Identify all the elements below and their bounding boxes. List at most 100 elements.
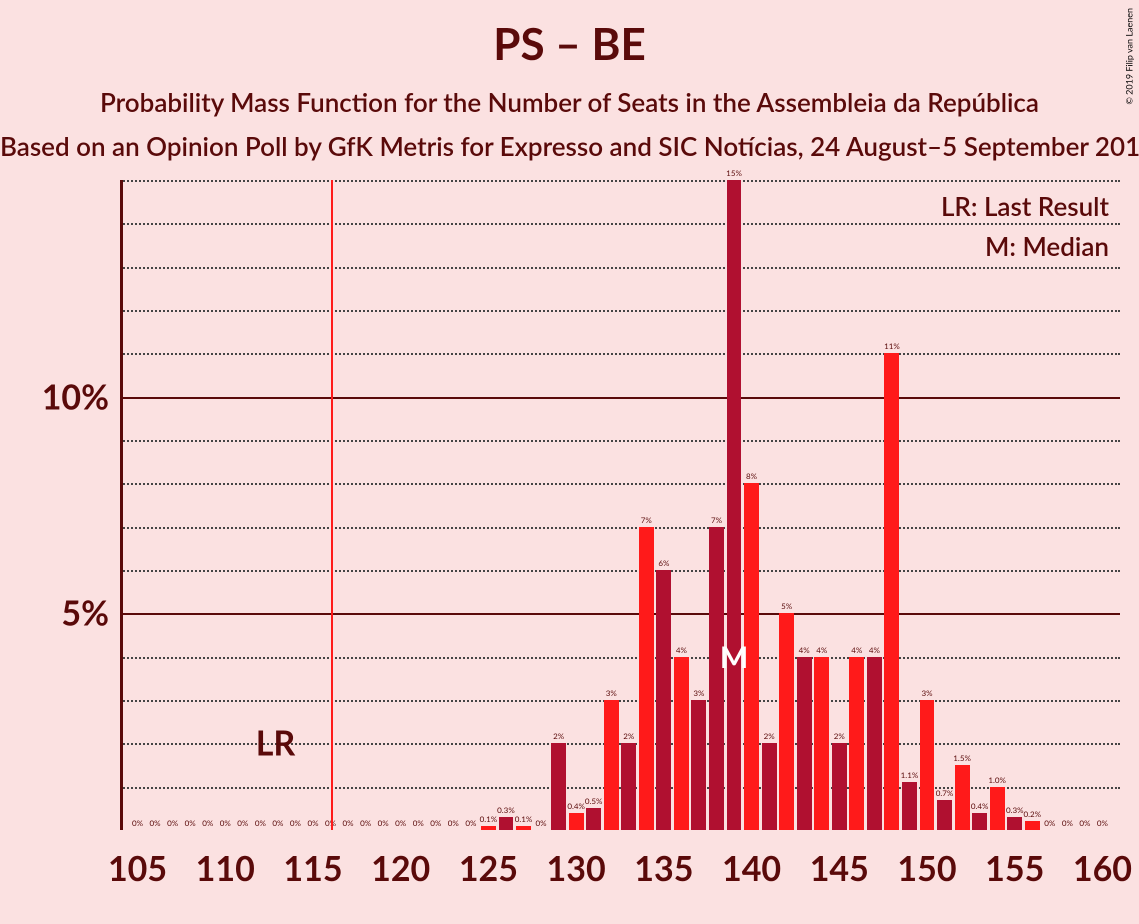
bar-value-label: 0% bbox=[1079, 818, 1090, 828]
bar-value-label: 2% bbox=[623, 731, 634, 741]
bar bbox=[1025, 821, 1040, 830]
bar-value-label: 1.1% bbox=[901, 770, 919, 780]
chart-title: PS – BE bbox=[0, 18, 1139, 70]
bar bbox=[691, 700, 706, 830]
bar-value-label: 2% bbox=[834, 731, 845, 741]
bar-value-label: 0% bbox=[185, 818, 196, 828]
bar-value-label: 0.7% bbox=[936, 788, 954, 798]
bar-value-label: 15% bbox=[726, 168, 742, 178]
x-tick-label: 135 bbox=[634, 848, 693, 889]
bar-value-label: 0% bbox=[167, 818, 178, 828]
bar bbox=[797, 657, 812, 830]
bar bbox=[937, 800, 952, 830]
bar bbox=[551, 743, 566, 830]
bar-value-label: 0% bbox=[1044, 818, 1055, 828]
x-tick-label: 160 bbox=[1073, 848, 1132, 889]
bar bbox=[727, 180, 742, 830]
bar-value-label: 5% bbox=[781, 601, 792, 611]
bar-value-label: 0.3% bbox=[1006, 805, 1024, 815]
bar-value-label: 11% bbox=[884, 341, 900, 351]
bar-value-label: 0% bbox=[237, 818, 248, 828]
grid-minor-line bbox=[120, 353, 1120, 355]
bar-value-label: 0% bbox=[307, 818, 318, 828]
grid-minor-line bbox=[120, 483, 1120, 485]
x-tick-label: 155 bbox=[985, 848, 1044, 889]
bar bbox=[832, 743, 847, 830]
bar-value-label: 0% bbox=[132, 818, 143, 828]
copyright-text: © 2019 Filip van Laenen bbox=[1124, 8, 1135, 105]
grid-minor-line bbox=[120, 570, 1120, 572]
bar-value-label: 0.5% bbox=[585, 796, 603, 806]
bar bbox=[779, 613, 794, 830]
bar-value-label: 4% bbox=[676, 645, 687, 655]
bar bbox=[814, 657, 829, 830]
bar-value-label: 0.2% bbox=[1023, 809, 1041, 819]
bar-value-label: 6% bbox=[658, 558, 669, 568]
x-tick-label: 130 bbox=[547, 848, 606, 889]
bar-value-label: 4% bbox=[869, 645, 880, 655]
bar-value-label: 7% bbox=[711, 515, 722, 525]
grid-minor-line bbox=[120, 527, 1120, 529]
bar bbox=[569, 813, 584, 830]
chart-subtitle-1: Probability Mass Function for the Number… bbox=[0, 86, 1139, 118]
bar-value-label: 0% bbox=[1062, 818, 1073, 828]
bar-value-label: 0.3% bbox=[497, 805, 515, 815]
grid-major-line bbox=[120, 397, 1120, 399]
x-tick-label: 145 bbox=[810, 848, 869, 889]
bar bbox=[955, 765, 970, 830]
bar bbox=[656, 570, 671, 830]
grid-minor-line bbox=[120, 310, 1120, 312]
bar bbox=[621, 743, 636, 830]
grid-minor-line bbox=[120, 440, 1120, 442]
bar bbox=[586, 808, 601, 830]
bar bbox=[516, 826, 531, 830]
bar-value-label: 0% bbox=[220, 818, 231, 828]
y-axis-line bbox=[120, 180, 123, 830]
bar-value-label: 0% bbox=[465, 818, 476, 828]
x-tick-label: 140 bbox=[722, 848, 781, 889]
x-tick-label: 105 bbox=[108, 848, 167, 889]
bar bbox=[709, 527, 724, 830]
bar bbox=[990, 787, 1005, 830]
bar-value-label: 0% bbox=[202, 818, 213, 828]
grid-minor-line bbox=[120, 180, 1120, 182]
bar bbox=[884, 353, 899, 830]
bar-value-label: 0.4% bbox=[567, 801, 585, 811]
x-tick-label: 115 bbox=[283, 848, 342, 889]
bar bbox=[867, 657, 882, 830]
last-result-line bbox=[331, 180, 333, 830]
bar bbox=[481, 826, 496, 830]
bar bbox=[1007, 817, 1022, 830]
x-tick-label: 150 bbox=[897, 848, 956, 889]
bar-value-label: 4% bbox=[851, 645, 862, 655]
y-tick-label: 5% bbox=[61, 593, 109, 634]
bar-value-label: 4% bbox=[816, 645, 827, 655]
grid-minor-line bbox=[120, 657, 1120, 659]
bar bbox=[499, 817, 514, 830]
bar-value-label: 0% bbox=[343, 818, 354, 828]
bar-value-label: 0.1% bbox=[515, 814, 533, 824]
bar-value-label: 0% bbox=[360, 818, 371, 828]
bar bbox=[762, 743, 777, 830]
grid-major-line bbox=[120, 613, 1120, 615]
bar-value-label: 0% bbox=[150, 818, 161, 828]
grid-minor-line bbox=[120, 700, 1120, 702]
bar-value-label: 0% bbox=[378, 818, 389, 828]
bar-value-label: 1.5% bbox=[953, 753, 971, 763]
bar-value-label: 0% bbox=[290, 818, 301, 828]
median-label: M bbox=[720, 639, 748, 675]
bar-value-label: 0.1% bbox=[480, 814, 498, 824]
grid-minor-line bbox=[120, 267, 1120, 269]
bar-value-label: 0% bbox=[430, 818, 441, 828]
chart-subtitle-2: Based on an Opinion Poll by GfK Metris f… bbox=[0, 130, 1139, 162]
bar-value-label: 0.4% bbox=[971, 801, 989, 811]
bar-value-label: 3% bbox=[693, 688, 704, 698]
bar-value-label: 0% bbox=[536, 818, 547, 828]
bar-value-label: 0% bbox=[448, 818, 459, 828]
x-tick-label: 110 bbox=[196, 848, 255, 889]
bar-value-label: 0% bbox=[255, 818, 266, 828]
y-tick-label: 10% bbox=[42, 376, 109, 417]
x-tick-label: 120 bbox=[371, 848, 430, 889]
bar bbox=[920, 700, 935, 830]
bar-value-label: 0% bbox=[413, 818, 424, 828]
